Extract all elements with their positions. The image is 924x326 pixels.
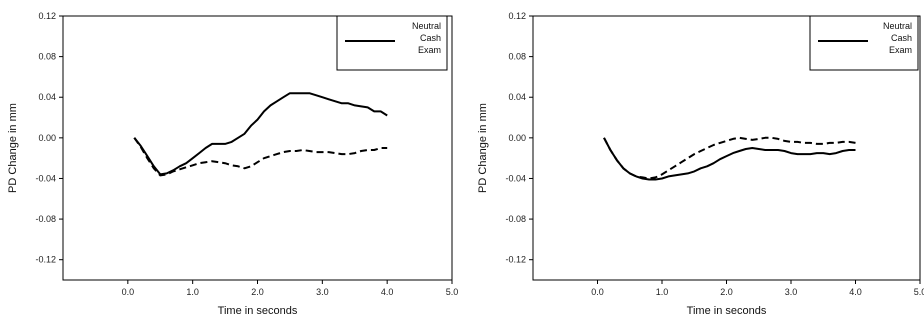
y-tick-label: 0.12: [38, 11, 56, 21]
legend-entry: Neutral: [883, 21, 912, 31]
x-tick-label: 5.0: [914, 287, 924, 297]
legend-entry: Neutral: [412, 21, 441, 31]
x-axis-label: Time in seconds: [687, 305, 767, 317]
y-tick-label: -0.04: [505, 173, 526, 183]
y-tick-label: -0.04: [35, 173, 56, 183]
x-tick-label: 1.0: [656, 287, 669, 297]
chart-panel-left: 0.0 1.0 2.0 3.0 4.0 5.0 0.12 0.08 0.04 0.00 -0.04 -…: [7, 11, 458, 317]
legend-entry: Cash: [891, 33, 912, 43]
x-tick-label: 0.0: [591, 287, 604, 297]
y-tick-label: -0.08: [505, 214, 526, 224]
series-line-exam: [133, 137, 388, 177]
x-tick-label: 0.0: [122, 287, 135, 297]
y-tick-label: -0.12: [35, 255, 56, 265]
y-tick-label: -0.08: [35, 214, 56, 224]
y-tick-label: 0.00: [508, 133, 526, 143]
series-line-exam: [603, 136, 856, 180]
y-tick-label: 0.00: [38, 133, 56, 143]
y-tick-label: 0.08: [508, 52, 526, 62]
legend-entry: Exam: [889, 45, 912, 55]
x-axis-label: Time in seconds: [218, 305, 298, 317]
x-tick-label: 2.0: [251, 287, 264, 297]
x-tick-label: 5.0: [446, 287, 459, 297]
legend-box: [809, 15, 919, 71]
x-tick-label: 4.0: [381, 287, 394, 297]
y-tick-label: -0.12: [505, 255, 526, 265]
legend-entry: Exam: [418, 45, 441, 55]
x-tick-label: 1.0: [186, 287, 199, 297]
y-axis-label: PD Change in mm: [477, 103, 489, 193]
legend-entry: Cash: [420, 33, 441, 43]
x-tick-label: 2.0: [720, 287, 733, 297]
series-line-cash: [133, 92, 388, 176]
x-tick-label: 3.0: [316, 287, 329, 297]
y-tick-label: 0.12: [508, 11, 526, 21]
x-tick-label: 3.0: [785, 287, 798, 297]
y-tick-label: 0.08: [38, 52, 56, 62]
legend-box: [336, 15, 448, 71]
y-axis-label: PD Change in mm: [7, 103, 19, 193]
series-line-cash: [603, 137, 856, 181]
y-tick-label: 0.04: [508, 92, 526, 102]
chart-panel-right: 0.0 1.0 2.0 3.0 4.0 5.0 0.12 0.08 0.04 0.00 -0.04 -…: [477, 11, 924, 317]
x-tick-label: 4.0: [849, 287, 862, 297]
y-tick-label: 0.04: [38, 92, 56, 102]
